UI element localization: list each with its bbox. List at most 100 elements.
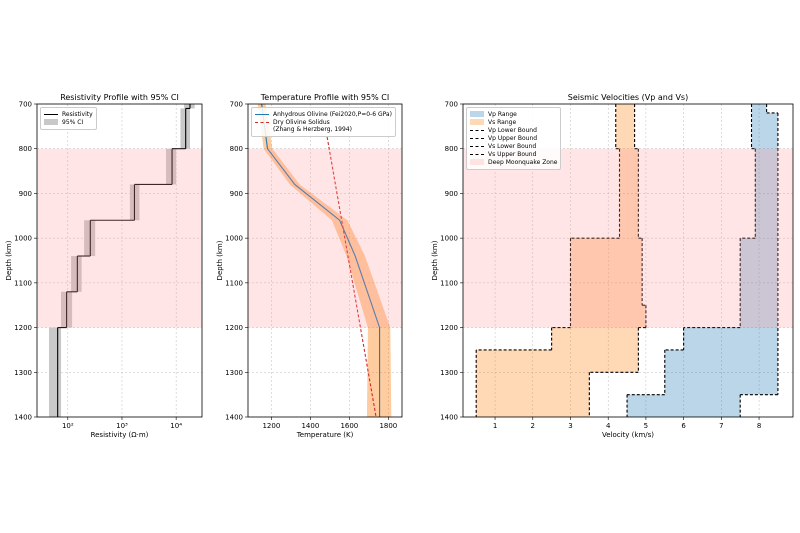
y-tick-label: 1100 [14, 279, 32, 287]
y-tick-label: 800 [445, 145, 458, 153]
legend: Vp Range Vs Range Vp Lower Bound Vp Upper B… [466, 107, 562, 170]
legend-entry: Anhydrous Olivine (Fei2020,P=0-6 GPa) [255, 111, 392, 118]
y-tick-label: 1100 [440, 279, 458, 287]
x-tick-label: 2 [531, 422, 535, 430]
y-tick-label: 700 [230, 101, 243, 109]
x-tick-label: 10⁴ [170, 422, 182, 430]
x-tick-label: 8 [757, 422, 761, 430]
range-fill [476, 104, 646, 417]
legend-label: Vs Upper Bound [488, 151, 537, 158]
ci-band [184, 104, 195, 109]
y-tick-label: 1000 [225, 235, 243, 243]
y-tick-label: 1300 [225, 369, 243, 377]
legend-entry: Vp Upper Bound [470, 135, 557, 142]
legend-entry: 95% CI [44, 119, 93, 126]
legend-label: 95% CI [62, 119, 84, 126]
x-axis-label: Velocity (km/s) [602, 431, 654, 439]
y-tick-label: 700 [19, 101, 32, 109]
x-tick-label: 1800 [379, 422, 397, 430]
y-tick-label: 1400 [14, 414, 32, 422]
legend-entry: Vp Lower Bound [470, 127, 557, 134]
legend-swatch [44, 114, 58, 115]
ci-band [257, 104, 392, 417]
x-tick-label: 5 [644, 422, 648, 430]
legend-entry: Dry Olivine Solidus (Zhang & Herzberg, 1… [255, 119, 392, 133]
legend: Anhydrous Olivine (Fei2020,P=0-6 GPa) Dry… [251, 107, 396, 137]
ci-band [84, 220, 96, 257]
legend-swatch [470, 138, 484, 139]
legend-label: Deep Moonquake Zone [488, 159, 558, 166]
y-tick-label: 900 [19, 190, 32, 198]
y-tick-label: 700 [445, 101, 458, 109]
x-axis-label: Temperature (K) [296, 431, 354, 439]
legend-label: Vs Range [488, 119, 517, 126]
plot-area [37, 104, 202, 417]
legend-entry: Vs Range [470, 119, 557, 126]
legend-swatch [470, 119, 484, 125]
y-axis-label: Depth (km) [216, 240, 224, 280]
y-tick-label: 1100 [225, 279, 243, 287]
legend-entry: Deep Moonquake Zone [470, 159, 557, 166]
legend-label: Resistivity [62, 111, 93, 118]
legend-swatch [44, 119, 58, 125]
y-tick-label: 1200 [225, 324, 243, 332]
zone [37, 148, 202, 328]
x-tick-label: 6 [681, 422, 686, 430]
legend-entry: Resistivity [44, 111, 93, 118]
line [261, 104, 381, 417]
y-tick-label: 1000 [440, 235, 458, 243]
legend-swatch [255, 114, 269, 115]
legend-swatch [470, 159, 484, 165]
zone [248, 148, 402, 328]
ci-band [71, 256, 82, 292]
legend-label: Dry Olivine Solidus (Zhang & Herzberg, 1… [273, 119, 352, 133]
y-tick-label: 1200 [440, 324, 458, 332]
legend-swatch [470, 154, 484, 155]
legend-label: Anhydrous Olivine (Fei2020,P=0-6 GPa) [273, 111, 392, 118]
legend-label: Vp Upper Bound [488, 135, 538, 142]
y-tick-label: 1000 [14, 235, 32, 243]
plot-area [248, 104, 402, 417]
x-axis-label: Resistivity (Ω·m) [91, 431, 149, 439]
y-tick-label: 800 [230, 145, 243, 153]
chart-title: Temperature Profile with 95% CI [260, 93, 389, 102]
x-tick-label: 3 [568, 422, 572, 430]
y-tick-label: 900 [230, 190, 243, 198]
axes-frame [462, 103, 794, 418]
y-tick-label: 900 [445, 190, 458, 198]
legend-swatch [470, 130, 484, 131]
y-tick-label: 800 [19, 145, 32, 153]
plot-area [463, 104, 793, 417]
legend-swatch [255, 122, 269, 123]
x-tick-label: 7 [719, 422, 723, 430]
x-tick-label: 1 [493, 422, 497, 430]
legend: Resistivity 95% CI [40, 107, 97, 130]
x-tick-label: 10³ [116, 422, 128, 430]
x-tick-label: 1400 [301, 422, 319, 430]
y-axis-label: Depth (km) [5, 240, 13, 280]
chart-title: Seismic Velocities (Vp and Vs) [568, 93, 688, 102]
range-fill [627, 104, 778, 417]
ci-band [49, 327, 62, 417]
line [326, 136, 377, 417]
legend-swatch [470, 111, 484, 117]
x-tick-label: 10² [62, 422, 74, 430]
y-tick-label: 1400 [225, 414, 243, 422]
zone [463, 148, 793, 328]
legend-label: Vs Lower Bound [488, 143, 537, 150]
axes-frame [36, 103, 203, 418]
x-tick-label: 4 [606, 422, 611, 430]
axes-frame [247, 103, 403, 418]
y-tick-label: 1200 [14, 324, 32, 332]
y-tick-label: 1400 [440, 414, 458, 422]
legend-label: Vp Lower Bound [488, 127, 537, 134]
y-tick-label: 1300 [14, 369, 32, 377]
y-tick-label: 1300 [440, 369, 458, 377]
legend-swatch [470, 146, 484, 147]
legend-entry: Vs Upper Bound [470, 151, 557, 158]
legend-entry: Vs Lower Bound [470, 143, 557, 150]
y-axis-label: Depth (km) [431, 240, 439, 280]
ci-band [166, 148, 177, 185]
